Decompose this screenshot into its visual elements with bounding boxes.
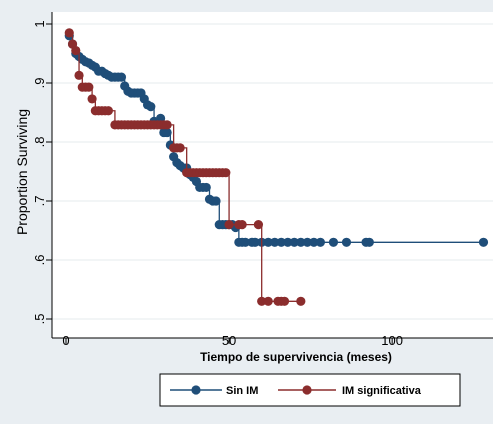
point-sin-im	[364, 237, 374, 247]
point-im-significativa	[296, 296, 306, 306]
legend: Sin IM IM significativa	[159, 373, 461, 407]
point-im-significativa	[221, 168, 231, 178]
point-im-significativa	[87, 94, 97, 104]
x-tick-label: 100	[381, 333, 403, 348]
point-im-significativa	[103, 106, 113, 116]
y-axis-title: Proportion Surviving	[14, 109, 30, 235]
point-im-significativa	[64, 28, 74, 38]
point-im-significativa	[71, 45, 81, 56]
point-im-significativa	[253, 220, 264, 230]
point-sin-im	[240, 237, 250, 247]
legend-marker-sin-im	[191, 385, 201, 395]
point-im-significativa	[74, 70, 84, 80]
y-tick-label: 1	[32, 20, 47, 27]
point-im-significativa	[237, 220, 247, 230]
point-sin-im	[302, 237, 312, 247]
legend-marker-im-significativa	[302, 385, 312, 395]
point-sin-im	[162, 127, 172, 138]
point-sin-im	[250, 237, 260, 247]
point-sin-im	[201, 182, 211, 193]
point-im-significativa	[263, 296, 273, 306]
point-im-significativa	[162, 120, 172, 130]
y-tick-label: .6	[32, 255, 47, 266]
y-tick-label: .5	[32, 314, 47, 325]
point-sin-im	[116, 72, 127, 82]
point-sin-im	[328, 237, 339, 247]
point-sin-im	[289, 237, 299, 247]
y-tick-label: .9	[32, 78, 47, 89]
point-sin-im	[315, 237, 325, 247]
point-sin-im	[478, 237, 489, 247]
series-layer	[64, 28, 489, 306]
x-axis-title: Tiempo de supervivencia (meses)	[200, 350, 392, 364]
x-tick-label: 50	[222, 333, 236, 348]
point-im-significativa	[84, 82, 94, 92]
plot-background	[52, 12, 493, 338]
point-im-significativa	[224, 220, 234, 230]
point-im-significativa	[175, 143, 185, 153]
point-sin-im	[296, 237, 306, 247]
point-im-significativa	[257, 296, 267, 306]
point-sin-im	[283, 237, 293, 247]
point-sin-im	[211, 196, 221, 206]
axes: .5 .6 .7 .8 .9 1 0 50 100	[32, 12, 493, 348]
y-tick-label: .8	[32, 137, 47, 148]
point-sin-im	[309, 237, 319, 247]
point-sin-im	[341, 237, 352, 247]
point-sin-im	[146, 102, 156, 112]
point-sin-im	[276, 237, 286, 247]
y-tick-label: .7	[32, 196, 47, 207]
x-tick-label: 0	[62, 333, 69, 348]
legend-label-sin-im: Sin IM	[226, 385, 258, 397]
point-im-significativa	[279, 296, 290, 306]
point-sin-im	[270, 237, 280, 247]
legend-label-im-significativa: IM significativa	[342, 385, 422, 397]
point-sin-im	[263, 237, 273, 247]
